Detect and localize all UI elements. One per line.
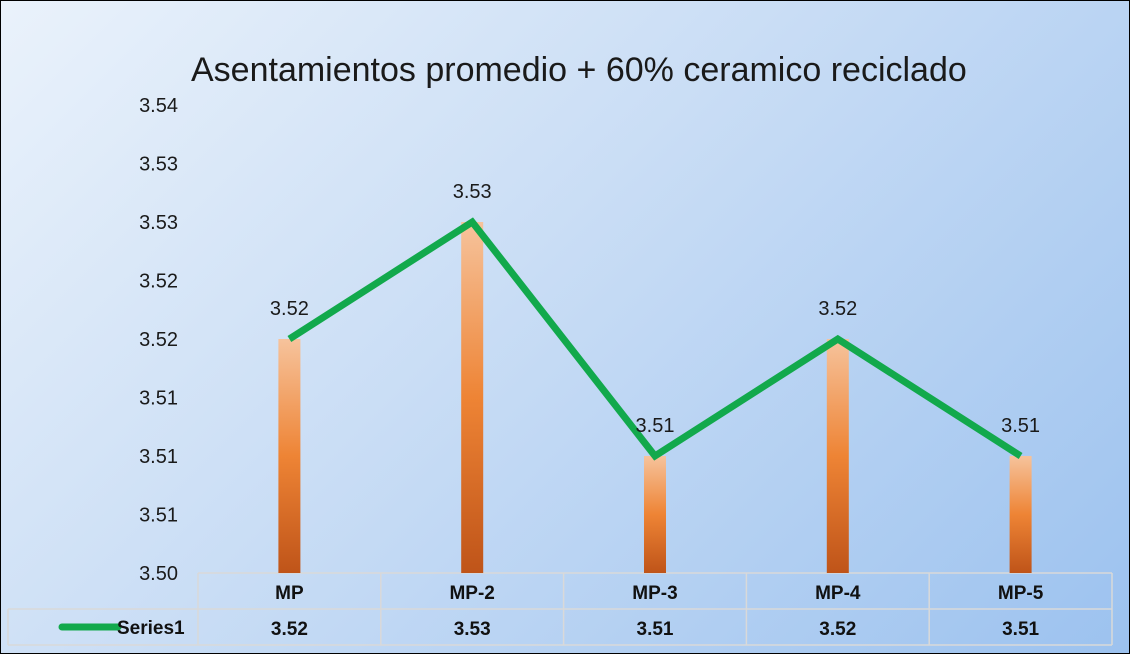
y-tick-label: 3.51 <box>139 446 178 468</box>
category-label: MP-2 <box>449 583 494 604</box>
bar <box>278 339 301 573</box>
table-value: 3.51 <box>1002 619 1039 640</box>
bar <box>461 222 484 573</box>
data-table: MP MP-2 MP-3 MP-4 MP-5 Series1 3.52 3.53 3.51 3.5… <box>7 572 1113 646</box>
series-line <box>287 217 1023 461</box>
bar <box>826 339 849 573</box>
data-label: 3.52 <box>270 298 309 320</box>
bar <box>1009 456 1032 573</box>
table-value: 3.51 <box>637 619 674 640</box>
bar <box>644 456 666 573</box>
y-tick-label: 3.51 <box>139 505 178 527</box>
y-tick-label: 3.50 <box>139 563 178 585</box>
y-tick-label: 3.53 <box>139 212 178 234</box>
chart-title: Asentamientos promedio + 60% ceramico re… <box>191 51 967 89</box>
y-tick-label: 3.52 <box>139 329 178 351</box>
data-labels: 3.52 3.53 3.51 3.52 3.51 <box>270 181 1040 437</box>
y-tick-label: 3.53 <box>139 154 178 176</box>
table-value: 3.52 <box>819 619 856 640</box>
legend-series-name: Series1 <box>117 618 185 639</box>
data-label: 3.51 <box>636 415 675 437</box>
category-label: MP-3 <box>632 583 677 604</box>
data-label: 3.51 <box>1001 415 1040 437</box>
bar-series <box>278 222 1032 573</box>
line-series <box>287 217 1023 461</box>
category-label: MP <box>275 583 304 604</box>
data-label: 3.53 <box>453 181 492 203</box>
category-label: MP-4 <box>815 583 861 604</box>
category-label: MP-5 <box>998 583 1044 604</box>
y-tick-label: 3.54 <box>139 95 178 117</box>
y-axis: 3.50 3.51 3.51 3.51 3.52 3.52 3.53 3.53 3.54 <box>139 95 178 585</box>
y-tick-label: 3.51 <box>139 388 178 410</box>
table-value: 3.53 <box>454 619 491 640</box>
y-tick-label: 3.52 <box>139 271 178 293</box>
data-label: 3.52 <box>818 298 857 320</box>
table-value: 3.52 <box>271 619 308 640</box>
